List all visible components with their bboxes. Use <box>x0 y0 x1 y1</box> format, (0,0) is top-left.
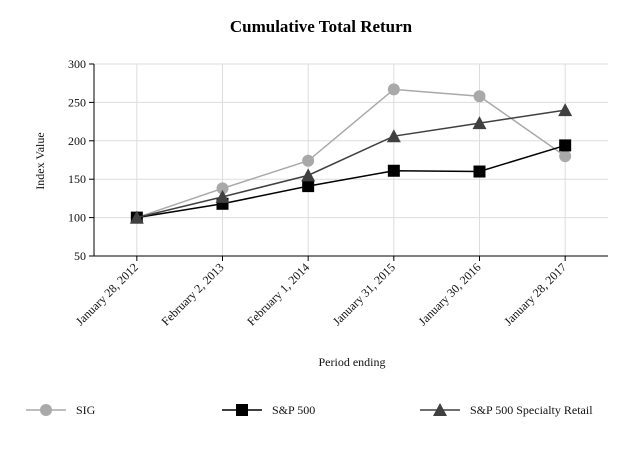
legend-label: SIG <box>76 403 96 417</box>
legend-marker <box>40 404 52 416</box>
series-layer <box>129 83 573 224</box>
series-s-p-500 <box>130 139 572 224</box>
series-line <box>136 144 566 219</box>
y-axis-label: Index Value <box>33 132 47 189</box>
data-point <box>386 129 401 143</box>
legend-item: S&P 500 Specialty Retail <box>420 403 593 417</box>
legend-item: SIG <box>26 403 96 417</box>
legend-label: S&P 500 Specialty Retail <box>470 403 593 417</box>
x-tick-label: January 28, 2017 <box>501 260 569 328</box>
data-point <box>215 189 230 203</box>
grid-layer <box>94 63 608 257</box>
y-tick-label: 150 <box>68 172 86 186</box>
x-tick-label: February 1, 2014 <box>244 260 312 328</box>
legend: SIG S&P 500 S&P 500 Specialty Retail <box>26 403 593 417</box>
data-point <box>387 164 400 177</box>
data-point <box>301 168 316 182</box>
series-line <box>136 109 566 219</box>
x-axis-label: Period ending <box>319 355 386 369</box>
series-line <box>136 88 566 219</box>
data-point <box>558 103 573 117</box>
data-point <box>559 139 572 152</box>
data-point <box>129 210 144 224</box>
data-point <box>302 180 315 193</box>
data-point <box>472 116 487 130</box>
legend-label: S&P 500 <box>272 403 315 417</box>
data-point <box>387 83 400 96</box>
legend-marker <box>236 404 248 416</box>
series-sig <box>130 83 572 224</box>
y-tick-label: 250 <box>68 95 86 109</box>
x-tick-label: January 31, 2015 <box>330 260 398 328</box>
y-tick-label: 100 <box>68 211 86 225</box>
y-tick-label: 200 <box>68 134 86 148</box>
chart-title: Cumulative Total Return <box>230 17 413 36</box>
axis-layer: 50 100 150 200 250 300 January 28, 2012 Februar… <box>68 57 608 328</box>
y-tick-label: 50 <box>74 249 86 263</box>
data-point <box>473 90 486 103</box>
data-point <box>473 165 486 178</box>
series-s-p-500-specialty-retail <box>129 103 573 224</box>
legend-item: S&P 500 <box>222 403 315 417</box>
data-point <box>216 182 229 195</box>
x-tick-label: February 2, 2013 <box>159 260 227 328</box>
legend-marker <box>433 403 447 416</box>
x-tick-label: January 30, 2016 <box>416 260 484 328</box>
y-tick-label: 300 <box>68 57 86 71</box>
x-tick-label: January 28, 2012 <box>73 260 141 328</box>
data-point <box>302 154 315 167</box>
data-point <box>559 150 572 163</box>
